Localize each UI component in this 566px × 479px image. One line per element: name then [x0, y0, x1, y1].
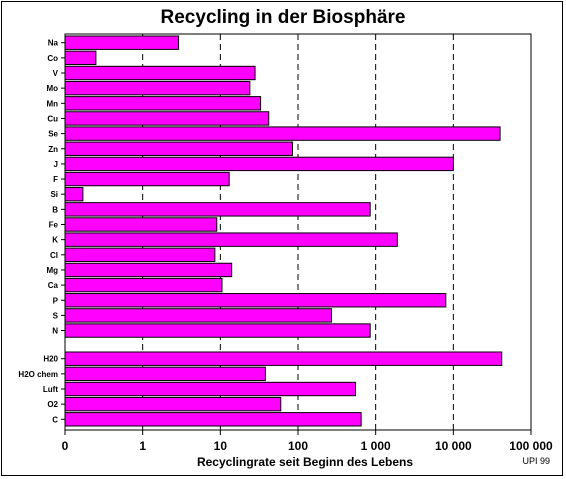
category-label: H2O chem — [18, 370, 58, 379]
category-label: Mo — [46, 84, 58, 93]
bar-k — [64, 232, 398, 247]
category-label: Cu — [47, 114, 58, 123]
category-label: Mg — [46, 266, 58, 275]
category-label: Mn — [46, 99, 58, 108]
bar-zn — [64, 141, 294, 156]
category-label: H20 — [43, 355, 58, 364]
x-tick-label: 100 — [288, 439, 308, 453]
category-label: J — [54, 160, 58, 169]
category-label: B — [52, 205, 58, 214]
x-tick-label: 10 — [214, 439, 228, 453]
chart-title: Recycling in der Biosphäre — [160, 7, 406, 28]
category-label: Zn — [48, 145, 58, 154]
category-label: P — [53, 296, 59, 305]
bar-cl — [64, 247, 216, 263]
x-tick-label: 0 — [62, 439, 69, 453]
bar-si — [64, 187, 84, 202]
category-label: Si — [50, 190, 58, 199]
category-label: F — [53, 175, 58, 184]
category-label: Co — [47, 54, 58, 63]
x-tick-label: 100 000 — [509, 439, 553, 453]
bar-j — [64, 156, 454, 172]
category-label: K — [52, 236, 58, 245]
category-label: S — [53, 311, 59, 320]
bar-f — [64, 171, 230, 187]
bar-mo — [64, 80, 251, 96]
bar-h20 — [64, 351, 503, 366]
bar-se — [64, 126, 501, 141]
bar-na — [64, 35, 180, 50]
bar-s — [64, 308, 333, 323]
bar-fe — [64, 217, 218, 232]
bar-b — [64, 202, 371, 217]
category-label: Ca — [48, 281, 59, 290]
bar-c — [64, 412, 362, 427]
bar-cu — [64, 111, 270, 126]
credit-label: UPI 99 — [522, 456, 550, 466]
category-label: Luft — [43, 385, 58, 394]
category-label: Cl — [50, 251, 58, 260]
category-label: V — [53, 69, 59, 78]
category-label: N — [52, 327, 58, 336]
bar-h2o-chem — [64, 366, 266, 382]
bar-co — [64, 50, 97, 66]
x-axis-label: Recyclingrate seit Beginn des Lebens — [196, 455, 414, 469]
x-tick-label: 1 — [139, 439, 146, 453]
category-label: Se — [48, 130, 58, 139]
x-tick-label: 1 000 — [361, 439, 391, 453]
category-label: O2 — [47, 400, 58, 409]
x-tick-label: 10 000 — [435, 439, 472, 453]
bar-mg — [64, 262, 233, 278]
category-label: Fe — [49, 221, 59, 230]
bar-v — [64, 65, 256, 81]
category-label: C — [52, 415, 58, 424]
bar-p — [64, 293, 447, 308]
category-label: Na — [48, 39, 59, 48]
bar-luft — [64, 381, 357, 397]
bar-n — [64, 323, 371, 338]
bar-ca — [64, 277, 223, 293]
bar-o2 — [64, 396, 282, 412]
bar-mn — [64, 96, 262, 111]
